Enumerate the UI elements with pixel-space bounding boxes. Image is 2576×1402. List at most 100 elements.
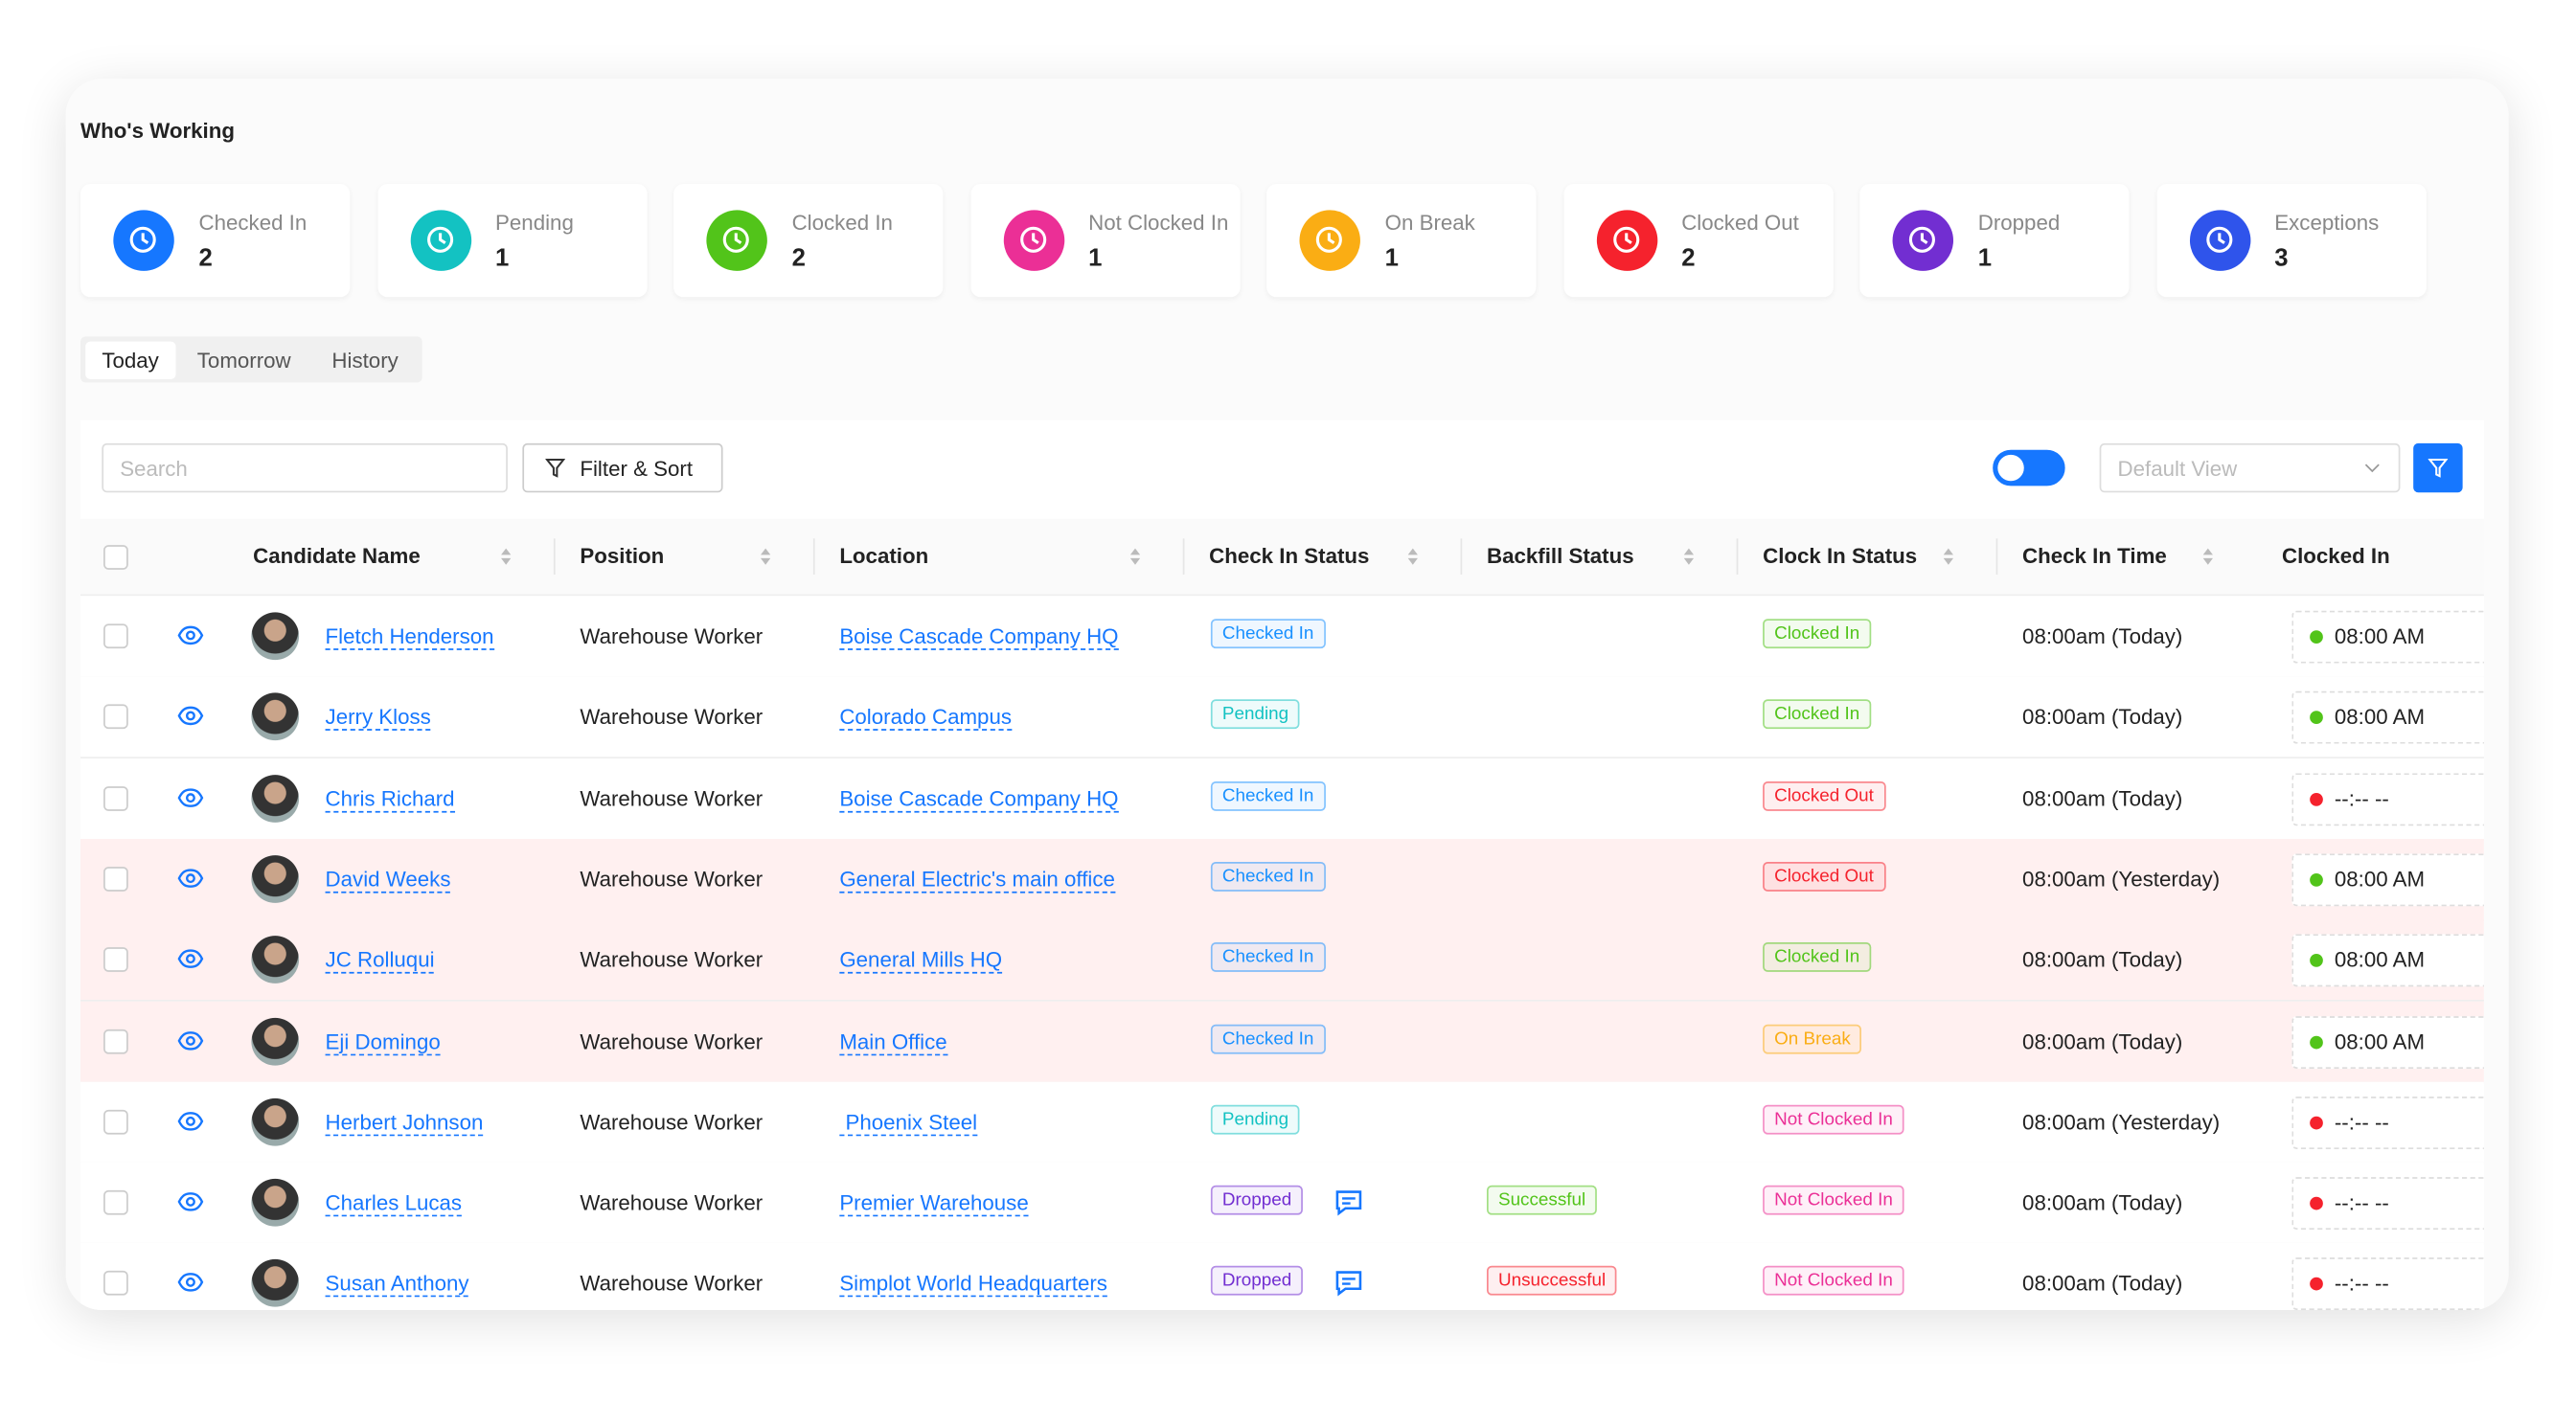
row-checkbox[interactable] [103, 947, 128, 973]
clocked-in-time: --:-- -- [2334, 1109, 2389, 1135]
status-dot [2310, 1196, 2323, 1210]
view-icon[interactable] [177, 947, 204, 970]
sort-icon[interactable] [2202, 547, 2213, 567]
candidate-name[interactable]: Eji Domingo [325, 1029, 441, 1055]
status-dot [2310, 630, 2323, 644]
stat-icon [1299, 210, 1360, 271]
location[interactable]: Main Office [839, 1029, 947, 1055]
status-chip: Not Clocked In [1763, 1104, 1904, 1135]
clocked-in-time: 08:00 AM [2334, 623, 2426, 649]
location[interactable]: General Mills HQ [839, 947, 1003, 974]
sort-icon[interactable] [760, 547, 771, 567]
tab[interactable]: Tomorrow [196, 348, 291, 373]
row-checkbox[interactable] [103, 623, 128, 649]
location[interactable]: Simplot World Headquarters [839, 1271, 1107, 1298]
stat-label: Checked In [198, 210, 308, 236]
status-dot [2310, 1116, 2323, 1130]
candidate-name[interactable]: Fletch Henderson [325, 623, 494, 650]
table-header: Candidate Name Position Location Check In S… [80, 518, 2484, 597]
map-toggle[interactable] [1993, 449, 2065, 486]
view-icon[interactable] [177, 1272, 204, 1295]
stat-value: 2 [791, 244, 806, 273]
stat-card: Clocked In 2 [673, 184, 944, 298]
row-checkbox[interactable] [103, 1271, 128, 1297]
table-row: Charles Lucas Warehouse Worker Premier War… [80, 1162, 2484, 1245]
sort-icon[interactable] [1683, 547, 1695, 567]
sort-icon[interactable] [1943, 547, 1954, 567]
search-input[interactable]: Search [102, 442, 508, 493]
avatar [251, 1259, 300, 1308]
header-checkbox[interactable] [103, 545, 128, 570]
filter-icon-button[interactable] [2413, 442, 2463, 493]
table-row: Eji Domingo Warehouse Worker Main Office Ch… [80, 1000, 2484, 1083]
row-checkbox[interactable] [103, 866, 128, 892]
position: Warehouse Worker [580, 785, 764, 811]
column-divider [1736, 538, 1739, 576]
status-chip: Clocked Out [1763, 780, 1885, 811]
row-checkbox[interactable] [103, 704, 128, 730]
candidate-name[interactable]: Chris Richard [325, 785, 455, 812]
tab[interactable]: Today [85, 341, 175, 380]
check-in-time: 08:00am (Today) [2022, 785, 2183, 811]
table-row: Jerry Kloss Warehouse Worker Colorado Camp… [80, 676, 2484, 759]
view-select-label: Default View [2117, 456, 2238, 482]
status-dot [2310, 1034, 2323, 1049]
clocked-in-time: 08:00 AM [2334, 704, 2426, 730]
location[interactable]: Premier Warehouse [839, 1190, 1029, 1217]
clocked-in-box: --:-- -- [2291, 1096, 2484, 1149]
clocked-in-box: --:-- -- [2291, 1257, 2484, 1311]
stat-label: On Break [1384, 210, 1475, 236]
location[interactable]: Colorado Campus [839, 704, 1013, 732]
comment-icon[interactable] [1334, 1188, 1363, 1216]
view-icon[interactable] [177, 705, 204, 728]
tab[interactable]: History [331, 348, 399, 373]
check-in-time: 08:00am (Today) [2022, 623, 2183, 649]
position: Warehouse Worker [580, 1029, 764, 1053]
candidate-name[interactable]: Charles Lucas [325, 1190, 463, 1217]
sort-icon[interactable] [501, 547, 512, 567]
clocked-in-box: 08:00 AM [2291, 934, 2484, 987]
candidate-name[interactable]: David Weeks [325, 866, 451, 893]
column-header: Backfill Status [1486, 543, 1634, 569]
status-chip: Checked In [1210, 1023, 1326, 1053]
location[interactable]: Boise Cascade Company HQ [839, 785, 1119, 812]
view-icon[interactable] [177, 623, 204, 646]
filter-button[interactable]: Filter & Sort [522, 442, 723, 493]
status-chip: Pending [1210, 1104, 1301, 1135]
stat-value: 3 [2274, 244, 2289, 273]
row-checkbox[interactable] [103, 1190, 128, 1215]
view-icon[interactable] [177, 1029, 204, 1052]
view-icon[interactable] [177, 1190, 204, 1213]
sort-icon[interactable] [1407, 547, 1418, 567]
candidate-name[interactable]: Jerry Kloss [325, 704, 431, 732]
row-checkbox[interactable] [103, 1109, 128, 1135]
view-icon[interactable] [177, 867, 204, 890]
location[interactable]: Boise Cascade Company HQ [839, 623, 1119, 650]
comment-icon[interactable] [1334, 1270, 1363, 1298]
candidate-name[interactable]: JC Rolluqui [325, 947, 435, 974]
stat-icon [1596, 210, 1657, 271]
filter-icon [2428, 458, 2449, 478]
view-icon[interactable] [177, 785, 204, 808]
stat-icon [1892, 210, 1954, 271]
location[interactable]: General Electric's main office [839, 866, 1115, 893]
sort-icon[interactable] [1129, 547, 1141, 567]
row-checkbox[interactable] [103, 785, 128, 811]
avatar [251, 1179, 300, 1227]
location[interactable]: Phoenix Steel [839, 1109, 978, 1136]
column-divider [1995, 538, 1998, 576]
position: Warehouse Worker [580, 947, 764, 973]
stat-value: 1 [1384, 244, 1399, 273]
clocked-in-box: 08:00 AM [2291, 1015, 2484, 1069]
column-header: Location [839, 543, 929, 569]
status-chip: Clocked In [1763, 699, 1872, 730]
view-icon[interactable] [177, 1110, 204, 1133]
candidate-name[interactable]: Herbert Johnson [325, 1109, 484, 1136]
status-dot [2310, 792, 2323, 806]
row-checkbox[interactable] [103, 1029, 128, 1053]
table-row: Herbert Johnson Warehouse Worker Phoenix … [80, 1081, 2484, 1165]
clocked-in-box: 08:00 AM [2291, 853, 2484, 907]
view-select[interactable]: Default View [2099, 442, 2401, 493]
candidate-name[interactable]: Susan Anthony [325, 1271, 469, 1298]
